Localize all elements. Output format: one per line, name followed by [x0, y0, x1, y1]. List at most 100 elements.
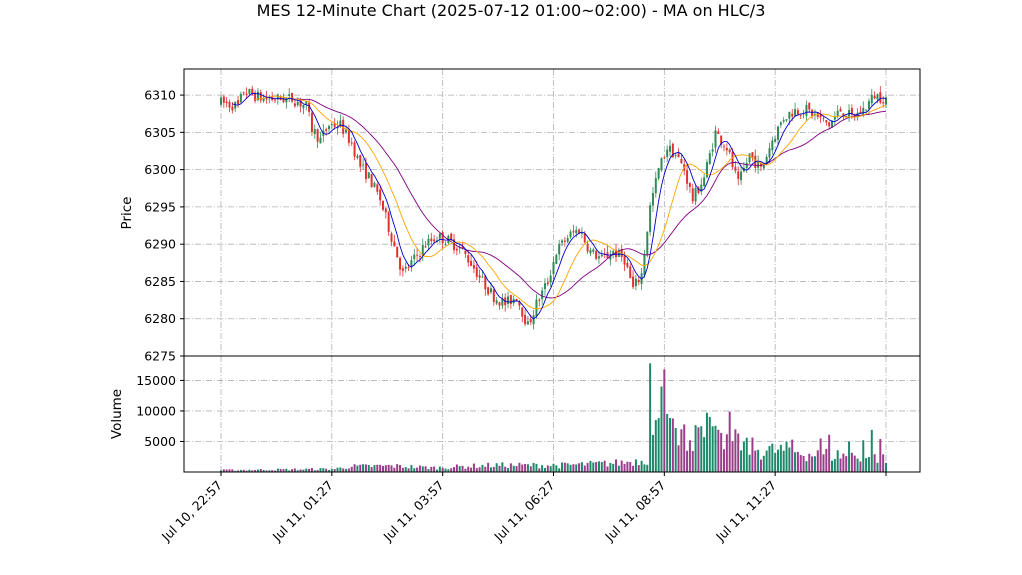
volume-bar — [609, 462, 612, 472]
candle — [867, 98, 870, 115]
candle — [694, 185, 697, 206]
volume-bar — [387, 464, 390, 472]
candle — [700, 177, 703, 196]
candle — [245, 87, 248, 99]
volume-bar — [708, 417, 711, 472]
candle — [728, 148, 731, 155]
candle — [569, 229, 572, 239]
volume-bar — [339, 467, 342, 472]
volume-bar — [677, 445, 680, 472]
volume-bar — [870, 429, 873, 472]
candle — [410, 255, 413, 272]
price-grid — [184, 69, 920, 357]
volume-bar — [248, 469, 251, 472]
candle — [521, 307, 524, 323]
candle — [654, 171, 657, 198]
volume-bar — [762, 455, 765, 472]
volume-bar — [271, 470, 274, 472]
volume-bar — [458, 466, 461, 472]
candle — [373, 181, 376, 188]
volume-bar — [811, 456, 814, 472]
volume-bar — [799, 455, 802, 472]
candle — [302, 104, 305, 115]
volume-bar — [796, 451, 799, 472]
candle — [393, 234, 396, 247]
volume-bar — [785, 441, 788, 472]
volume-bar — [262, 470, 265, 472]
candle — [717, 128, 720, 135]
volume-bar — [285, 468, 288, 472]
volume-bar — [617, 465, 620, 472]
candle — [330, 121, 333, 129]
volume-bar — [723, 449, 726, 472]
volume-bar — [521, 464, 524, 472]
candle — [362, 158, 365, 170]
volume-bar — [714, 425, 717, 472]
volume-bar — [632, 465, 635, 472]
volume-bar — [356, 465, 359, 472]
price-axis-label: Price — [119, 197, 135, 230]
candle — [327, 124, 330, 132]
x-tick-label: Jul 11, 11:27 — [712, 478, 779, 545]
price-tick-label: 6305 — [144, 125, 176, 140]
candle — [799, 114, 802, 119]
volume-bar — [333, 469, 336, 472]
candle — [481, 270, 484, 278]
price-tick-label: 6285 — [144, 274, 176, 289]
volume-bar — [237, 470, 240, 472]
volume-bar — [555, 465, 558, 472]
volume-bar — [467, 466, 470, 472]
candle — [347, 124, 350, 147]
candle — [725, 143, 728, 156]
volume-bar — [347, 468, 350, 472]
candle — [251, 85, 254, 96]
candle — [873, 91, 876, 100]
candle — [657, 167, 660, 181]
volume-bar — [518, 462, 521, 472]
chart-title: MES 12-Minute Chart (2025-07-12 01:00~02… — [257, 1, 766, 20]
volume-bar — [259, 469, 262, 472]
volume-bar — [282, 469, 285, 472]
candle — [404, 262, 407, 273]
volume-bar — [438, 466, 441, 472]
candle — [507, 291, 510, 308]
candle — [819, 110, 822, 123]
candle — [276, 93, 279, 105]
volume-bar — [626, 461, 629, 472]
volume-bar — [444, 468, 447, 472]
volume-bar — [435, 469, 438, 472]
price-tick-label: 6290 — [144, 237, 176, 252]
candle — [782, 117, 785, 124]
candle — [563, 237, 566, 247]
volume-bar — [623, 463, 626, 472]
volume-bar — [671, 418, 674, 472]
volume-bar — [867, 457, 870, 472]
volume-bar — [288, 470, 291, 472]
volume-bar — [305, 468, 308, 472]
candle — [825, 120, 828, 126]
volume-bar — [222, 469, 225, 472]
volume-bar — [231, 469, 234, 472]
volume-bar — [615, 459, 618, 472]
candle — [680, 153, 683, 164]
volume-bar — [839, 458, 842, 472]
volume-bar — [509, 463, 512, 472]
volume-bar — [350, 466, 353, 472]
candle — [674, 153, 677, 159]
candle — [740, 165, 743, 185]
volume-bar — [543, 468, 546, 472]
volume-bar — [680, 429, 683, 472]
candle — [839, 106, 842, 112]
volume-bar — [489, 467, 492, 472]
candle — [484, 274, 487, 296]
candle — [802, 110, 805, 119]
volume-bar — [455, 464, 458, 472]
candle — [248, 88, 251, 96]
candle — [424, 241, 427, 249]
volume-bar — [296, 470, 299, 472]
volume-bar — [859, 461, 862, 472]
volume-bar — [757, 449, 760, 472]
volume-y-axis: 5000 10000 15000 — [136, 373, 184, 449]
volume-bar — [470, 467, 473, 472]
volume-bar — [484, 466, 487, 472]
